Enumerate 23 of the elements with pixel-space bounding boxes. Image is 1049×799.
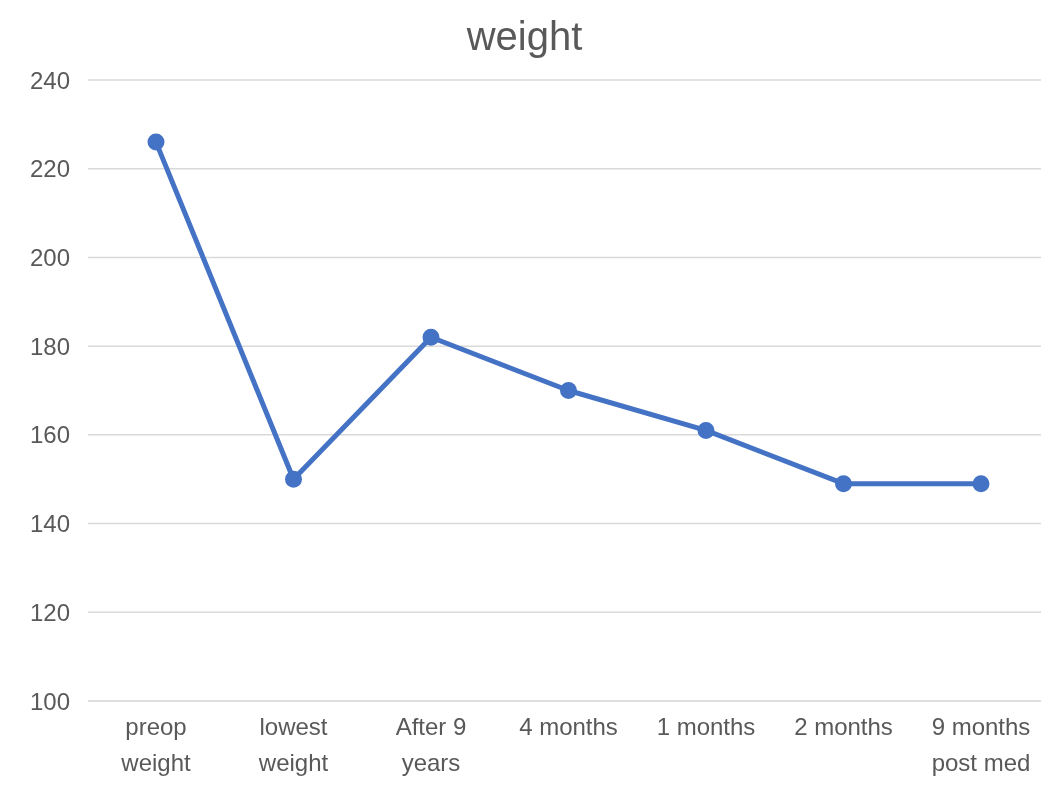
x-tick-label: 2 months: [794, 713, 893, 740]
y-tick-label: 100: [29, 687, 70, 715]
y-tick-label: 140: [29, 510, 70, 538]
x-tick-label: lowest weight: [257, 713, 329, 776]
x-tick-label: 9 months post med: [931, 713, 1031, 776]
x-tick-label: 4 months: [519, 713, 618, 740]
x-tick-label: 1 months: [656, 713, 756, 740]
y-tick-label: 200: [29, 243, 70, 271]
y-tick-label: 180: [29, 332, 70, 360]
point: [835, 475, 852, 493]
point: [560, 382, 577, 399]
chart-title: weight: [465, 13, 584, 60]
point: [697, 421, 715, 439]
x-tick-label: preop weight: [120, 713, 192, 776]
point: [285, 470, 302, 488]
x-tick-label: After 9 years: [395, 713, 467, 776]
y-tick-label: 240: [29, 66, 70, 94]
y-tick-label: 120: [29, 598, 70, 626]
point: [972, 475, 990, 493]
y-tick-label: 160: [29, 421, 70, 449]
point: [147, 133, 165, 151]
point: [422, 328, 440, 346]
y-tick-label: 220: [29, 155, 70, 183]
